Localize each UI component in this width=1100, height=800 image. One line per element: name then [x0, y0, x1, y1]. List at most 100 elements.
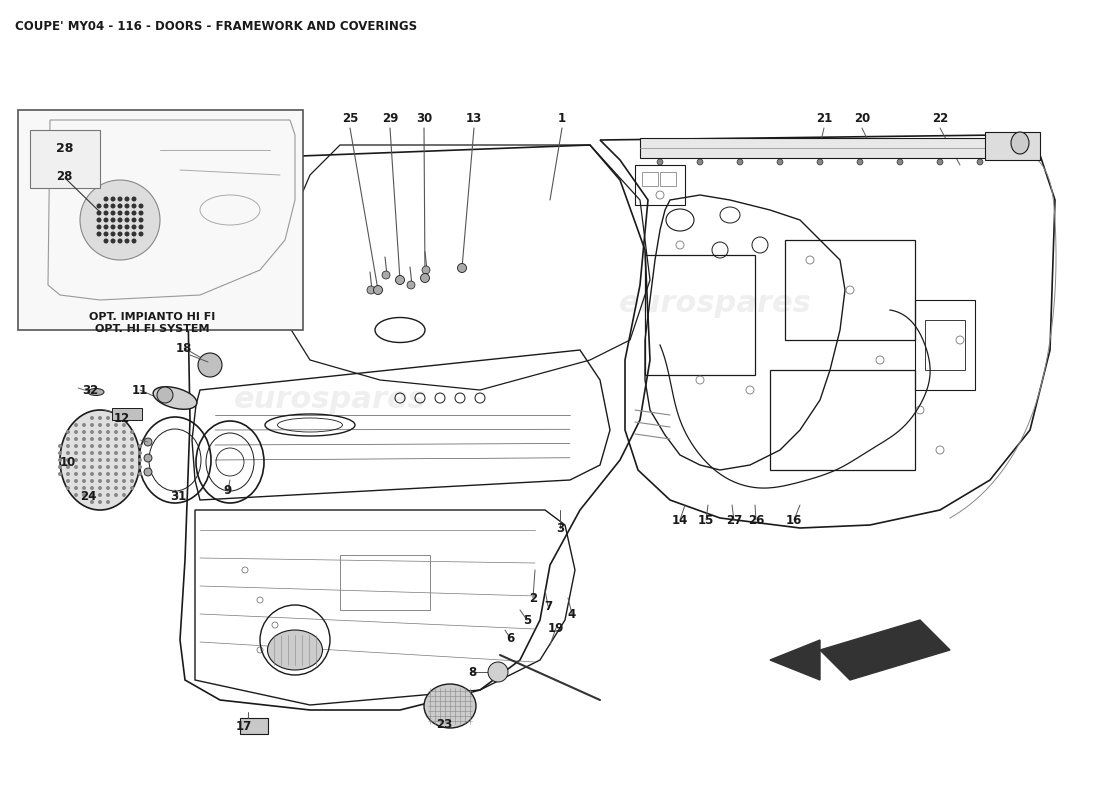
- Circle shape: [90, 472, 94, 476]
- Circle shape: [106, 472, 110, 476]
- Circle shape: [106, 451, 110, 455]
- Circle shape: [66, 451, 70, 455]
- Text: 19: 19: [548, 622, 564, 634]
- Circle shape: [737, 159, 742, 165]
- Circle shape: [74, 486, 78, 490]
- Circle shape: [124, 238, 130, 243]
- Circle shape: [114, 423, 118, 427]
- Circle shape: [122, 479, 127, 483]
- Circle shape: [114, 437, 118, 441]
- Circle shape: [157, 387, 173, 403]
- Text: 32: 32: [81, 383, 98, 397]
- Circle shape: [97, 210, 101, 215]
- Circle shape: [130, 465, 134, 469]
- Circle shape: [66, 472, 70, 476]
- Circle shape: [90, 430, 94, 434]
- Circle shape: [118, 203, 122, 209]
- Text: 23: 23: [436, 718, 452, 730]
- Circle shape: [122, 486, 127, 490]
- Circle shape: [122, 493, 127, 497]
- Circle shape: [66, 444, 70, 448]
- Text: 17: 17: [235, 719, 252, 733]
- Circle shape: [138, 458, 142, 462]
- Circle shape: [82, 437, 86, 441]
- Bar: [340, 555, 430, 610]
- Circle shape: [98, 430, 102, 434]
- Circle shape: [130, 472, 134, 476]
- Circle shape: [74, 423, 78, 427]
- Circle shape: [98, 444, 102, 448]
- Circle shape: [103, 210, 109, 215]
- Circle shape: [98, 500, 102, 504]
- Circle shape: [98, 451, 102, 455]
- Circle shape: [103, 218, 109, 222]
- Circle shape: [98, 486, 102, 490]
- Ellipse shape: [60, 410, 140, 510]
- Circle shape: [124, 218, 130, 222]
- Text: 22: 22: [932, 111, 948, 125]
- Circle shape: [110, 231, 115, 237]
- Circle shape: [657, 159, 663, 165]
- Circle shape: [422, 266, 430, 274]
- Circle shape: [98, 472, 102, 476]
- Circle shape: [106, 493, 110, 497]
- Text: 14: 14: [672, 514, 689, 526]
- Text: 2: 2: [529, 591, 537, 605]
- Ellipse shape: [424, 684, 476, 728]
- Bar: [240, 718, 268, 734]
- Circle shape: [97, 218, 101, 222]
- Text: 9: 9: [224, 483, 232, 497]
- Text: 6: 6: [506, 631, 514, 645]
- Circle shape: [106, 423, 110, 427]
- Circle shape: [97, 203, 101, 209]
- Circle shape: [110, 210, 115, 215]
- Circle shape: [66, 465, 70, 469]
- Text: 29: 29: [382, 111, 398, 125]
- Text: 31: 31: [169, 490, 186, 502]
- Circle shape: [82, 423, 86, 427]
- Circle shape: [144, 454, 152, 462]
- Circle shape: [396, 275, 405, 285]
- Text: 21: 21: [816, 111, 832, 125]
- Circle shape: [114, 430, 118, 434]
- Text: 12: 12: [114, 411, 130, 425]
- Text: 13: 13: [466, 111, 482, 125]
- Circle shape: [90, 500, 94, 504]
- Text: 30: 30: [416, 111, 432, 125]
- Text: 3: 3: [556, 522, 564, 534]
- Circle shape: [118, 197, 122, 202]
- Circle shape: [82, 486, 86, 490]
- Circle shape: [130, 437, 134, 441]
- Circle shape: [106, 479, 110, 483]
- Circle shape: [458, 263, 466, 273]
- Circle shape: [58, 451, 62, 455]
- Text: 20: 20: [854, 111, 870, 125]
- Circle shape: [122, 430, 127, 434]
- Circle shape: [124, 210, 130, 215]
- Circle shape: [122, 465, 127, 469]
- Circle shape: [857, 159, 864, 165]
- Circle shape: [90, 444, 94, 448]
- Circle shape: [110, 197, 115, 202]
- Circle shape: [374, 286, 383, 294]
- Circle shape: [118, 225, 122, 230]
- Circle shape: [106, 486, 110, 490]
- Circle shape: [114, 465, 118, 469]
- Text: 1: 1: [558, 111, 566, 125]
- Circle shape: [817, 159, 823, 165]
- Circle shape: [103, 231, 109, 237]
- Circle shape: [106, 458, 110, 462]
- Circle shape: [937, 159, 943, 165]
- Bar: [984, 132, 1040, 160]
- Text: 25: 25: [342, 111, 359, 125]
- Circle shape: [896, 159, 903, 165]
- Bar: [112, 408, 142, 420]
- Circle shape: [130, 458, 134, 462]
- Circle shape: [130, 486, 134, 490]
- Circle shape: [124, 225, 130, 230]
- Circle shape: [118, 210, 122, 215]
- Circle shape: [74, 458, 78, 462]
- Circle shape: [132, 197, 136, 202]
- Circle shape: [697, 159, 703, 165]
- Circle shape: [124, 231, 130, 237]
